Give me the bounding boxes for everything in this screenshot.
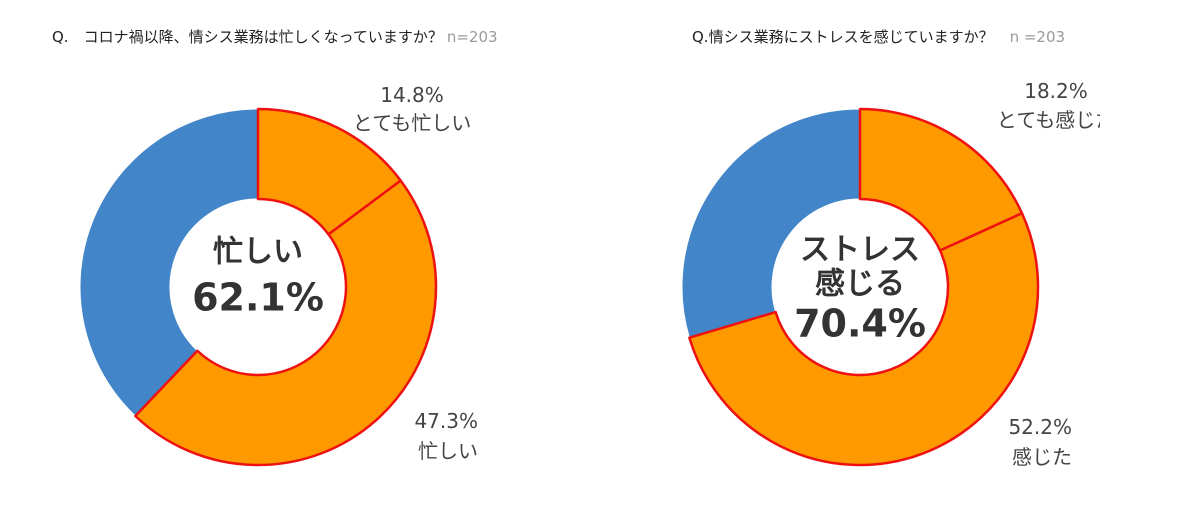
center-label-line-1: ストレス bbox=[800, 233, 920, 268]
slice-percent-label-1: 18.2% bbox=[1024, 79, 1088, 103]
slice-category-label-1: とても感じた bbox=[997, 108, 1100, 132]
donut-slice-1 bbox=[858, 107, 1024, 252]
slice-percent-label-2: 52.2% bbox=[1008, 415, 1072, 439]
sample-size-busy: n=203 bbox=[446, 28, 498, 46]
slice-category-label-1: とても忙しい bbox=[353, 111, 471, 135]
slice-percent-label-2: 47.3% bbox=[414, 409, 478, 433]
donut-slice-2 bbox=[134, 179, 438, 467]
question-busy-text: Q. コロナ禍以降、情シス業務は忙しくなっていますか？ bbox=[52, 28, 443, 46]
donut-chart-busy: 忙しい 62.1% 14.8% とても忙しい 47.3% 忙しい bbox=[79, 83, 478, 467]
slice-category-label-2: 感じた bbox=[1012, 445, 1072, 469]
donut-slice-3 bbox=[79, 108, 259, 417]
center-label-line-2: 感じる bbox=[815, 267, 905, 302]
question-stress-text: Q.情シス業務にストレスを感じていますか？ bbox=[692, 28, 994, 46]
center-label-line-1: 忙しい bbox=[213, 235, 303, 270]
donut-slice-3 bbox=[681, 108, 861, 339]
question-stress: Q.情シス業務にストレスを感じていますか？ n =203 bbox=[692, 26, 1065, 47]
question-busy: Q. コロナ禍以降、情シス業務は忙しくなっていますか？ n=203 bbox=[52, 26, 498, 47]
center-label-line-3: 70.4% bbox=[794, 302, 926, 346]
donut-slice-2 bbox=[688, 211, 1040, 467]
slice-percent-label-1: 14.8% bbox=[380, 83, 444, 107]
sample-size-stress: n =203 bbox=[1009, 28, 1066, 46]
slice-category-label-2: 忙しい bbox=[418, 439, 478, 463]
center-label-line-2: 62.1% bbox=[192, 276, 324, 320]
